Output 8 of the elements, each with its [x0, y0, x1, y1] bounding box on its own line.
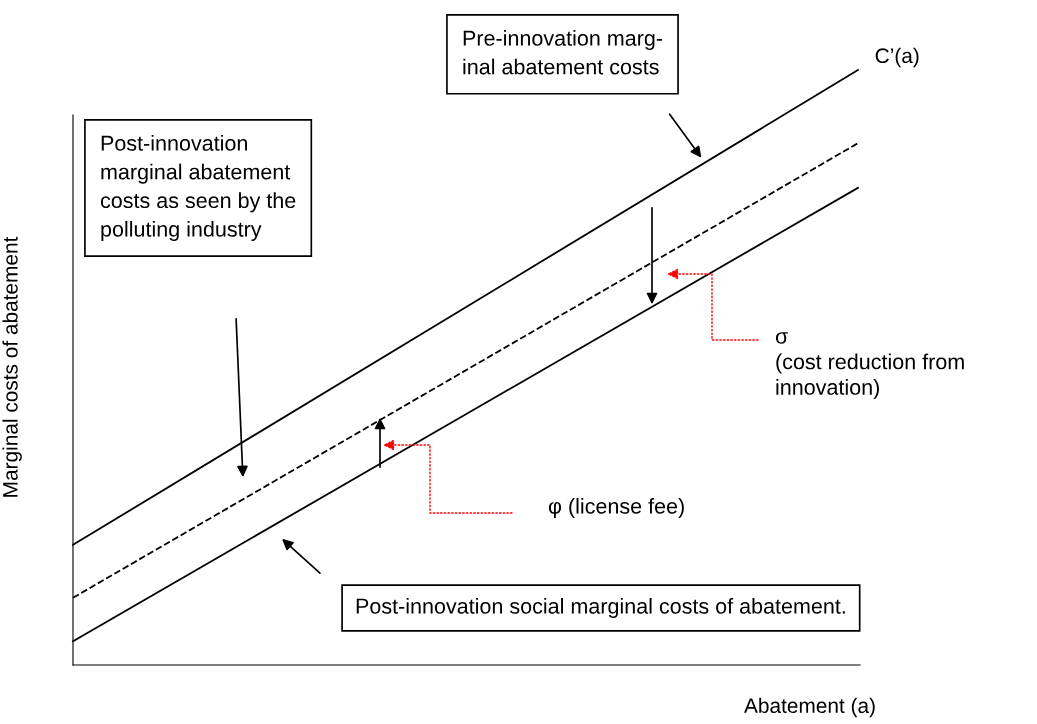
- x-axis-title: Abatement (a): [744, 697, 875, 718]
- annotation: σ (cost reduction from innovation): [775, 332, 964, 400]
- annotation: φ (license fee): [548, 497, 684, 519]
- y-axis-title: Marginal costs of abatement: [2, 236, 22, 497]
- annotation: Post-innovation social marginal costs of abatement.: [356, 597, 845, 619]
- annotation: Post-innovation marginal abatement costs as seen by the polluting industry: [100, 135, 296, 242]
- annotation: Pre-innovation marg- inal abatement costs: [463, 30, 663, 75]
- series-label: C’(a): [875, 47, 919, 68]
